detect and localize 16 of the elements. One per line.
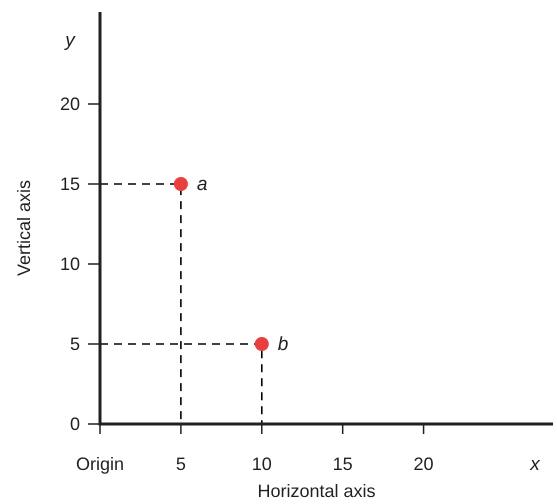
x-tick-label: 5 (176, 454, 186, 474)
x-tick-label: 20 (414, 454, 434, 474)
y-tick-label: 15 (60, 174, 80, 194)
y-tick-label: 20 (60, 94, 80, 114)
y-axis-title: Vertical axis (14, 180, 34, 276)
x-tick-label: 15 (332, 454, 353, 474)
y-tick-label: 0 (70, 414, 80, 434)
text: x (529, 454, 542, 475)
y-tick-label: 10 (60, 254, 80, 274)
annotation: a (196, 174, 208, 195)
annotation: b (278, 334, 288, 355)
x-tick-label: Origin (76, 454, 124, 474)
text: y (63, 30, 76, 51)
x-axis-title: Horizontal axis (257, 481, 376, 501)
y-tick-label: 5 (70, 334, 80, 354)
x-tick-label: 10 (252, 454, 272, 474)
